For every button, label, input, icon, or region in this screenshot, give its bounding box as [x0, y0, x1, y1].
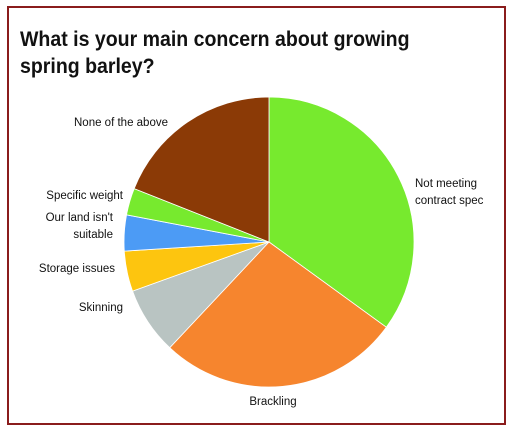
slice-label-storage-issues: Storage issues [39, 263, 115, 275]
slice-label-none-of-the-above: None of the above [74, 117, 168, 129]
slice-label-skinning: Skinning [79, 302, 123, 314]
chart-title: What is your main concern about growing … [20, 28, 410, 78]
pie-slice-brackling [169, 241, 387, 388]
slice-label-our-land-isn-t-suitable: Our land isn't suitable [46, 212, 114, 241]
slice-label-brackling: Brackling [249, 396, 296, 408]
pie-slice-none-of-the-above [133, 96, 270, 243]
slice-label-not-meeting-contract-spec: Not meeting contract spec [415, 178, 484, 207]
pie-slice-not-meeting-contract-spec [268, 96, 415, 328]
slice-label-specific-weight: Specific weight [46, 190, 124, 202]
